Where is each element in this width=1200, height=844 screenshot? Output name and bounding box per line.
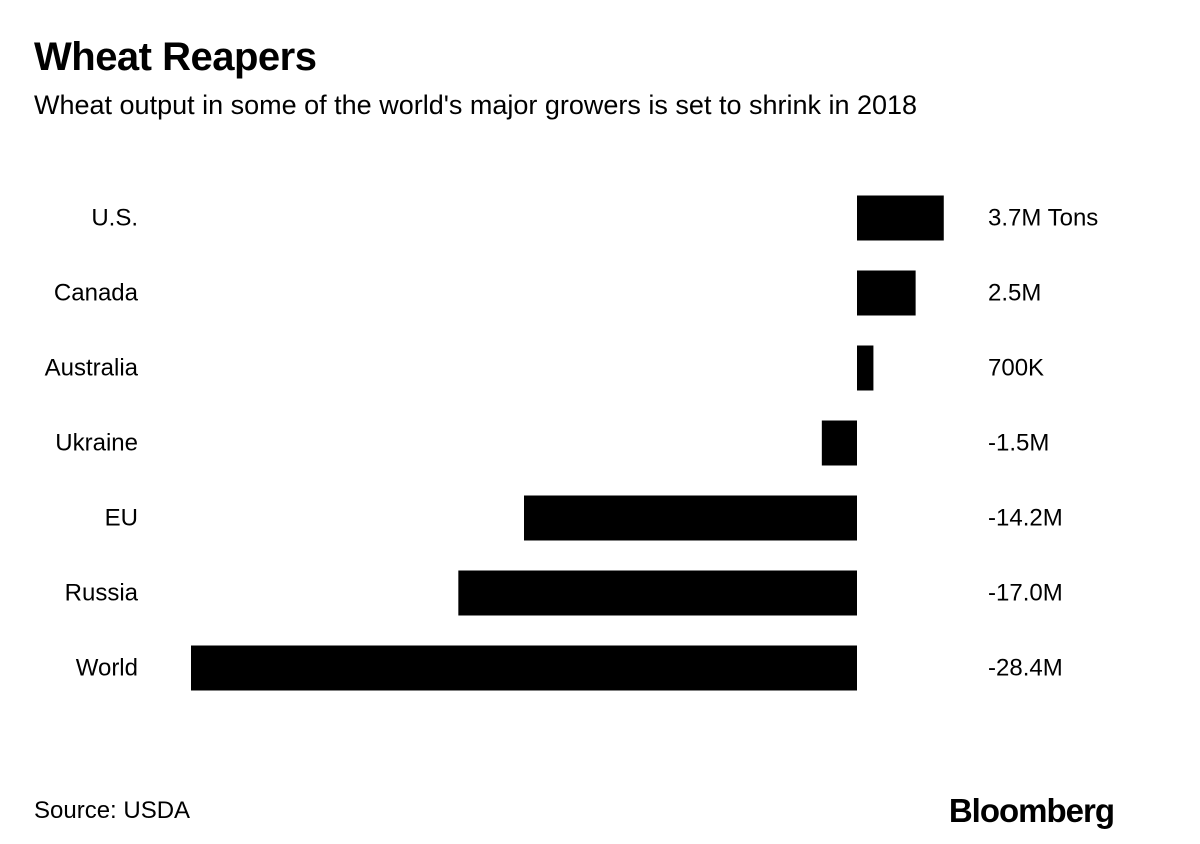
bar-russia — [458, 570, 857, 616]
category-label-canada: Canada — [54, 280, 139, 307]
value-label-world: -28.4M — [988, 655, 1063, 682]
brand-logo: Bloomberg — [948, 792, 1115, 829]
bar-canada — [857, 270, 916, 316]
category-label-u-s: U.S. — [91, 205, 138, 232]
category-label-world: World — [76, 655, 138, 682]
chart-title: Wheat Reapers — [34, 35, 317, 79]
bar-eu — [524, 495, 857, 541]
category-label-russia: Russia — [65, 580, 139, 607]
value-label-australia: 700K — [988, 355, 1044, 382]
bar-u-s — [857, 195, 944, 241]
value-label-ukraine: -1.5M — [988, 430, 1049, 457]
category-label-australia: Australia — [45, 355, 139, 382]
source-note: Source: USDA — [34, 797, 191, 824]
bar-australia — [857, 345, 874, 391]
bar-ukraine — [821, 420, 857, 466]
value-label-u-s: 3.7M Tons — [988, 205, 1098, 232]
category-label-eu: EU — [105, 505, 138, 532]
value-label-canada: 2.5M — [988, 280, 1041, 307]
chart-subtitle: Wheat output in some of the world's majo… — [34, 90, 918, 120]
category-label-ukraine: Ukraine — [55, 430, 138, 457]
bar-world — [191, 645, 857, 691]
value-label-eu: -14.2M — [988, 505, 1063, 532]
value-label-russia: -17.0M — [988, 580, 1063, 607]
